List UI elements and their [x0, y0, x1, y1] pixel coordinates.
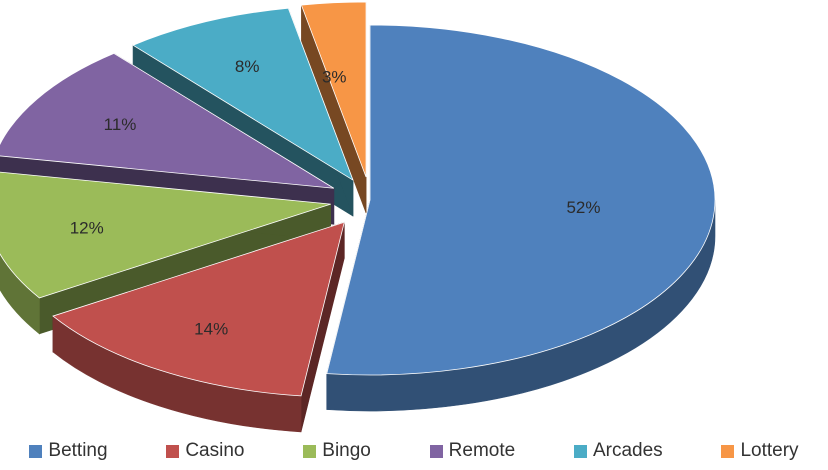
legend-swatch-arcades: [573, 444, 587, 458]
legend-label-bingo: Bingo: [322, 440, 371, 461]
slice-lottery: [300, 1, 367, 178]
legend-label-casino: Casino: [185, 440, 245, 461]
slice-arcades: [132, 7, 354, 182]
chart-legend: Betting Casino Bingo Remote Arcades Lottery: [0, 437, 828, 465]
slice-bingo: [0, 171, 331, 299]
slice-casino: [52, 221, 345, 397]
slice-labels: 52% 14% 12% 11% 8% 3%: [70, 57, 601, 339]
legend-swatch-casino: [166, 444, 180, 458]
slice-betting: [326, 24, 716, 376]
slice-label-casino: 14%: [194, 320, 228, 339]
legend-item-bingo: Bingo: [303, 440, 371, 462]
pie-tops: [0, 1, 716, 397]
legend-label-arcades: Arcades: [592, 440, 663, 461]
legend-swatch-lottery: [721, 444, 735, 458]
slice-label-betting: 52%: [566, 198, 600, 217]
legend-label-remote: Remote: [448, 440, 516, 461]
slice-label-bingo: 12%: [70, 219, 104, 238]
legend-item-arcades: Arcades: [573, 440, 663, 462]
legend-item-betting: Betting: [29, 440, 108, 462]
legend-label-lottery: Lottery: [740, 440, 799, 461]
legend-item-lottery: Lottery: [721, 440, 799, 462]
slice-remote: [0, 52, 335, 189]
slice-label-remote: 11%: [104, 115, 137, 134]
legend-item-casino: Casino: [166, 440, 244, 462]
legend-swatch-betting: [29, 444, 43, 458]
slice-label-lottery: 3%: [322, 67, 347, 86]
legend-swatch-remote: [429, 444, 443, 458]
slice-label-arcades: 8%: [235, 57, 260, 76]
legend-swatch-bingo: [303, 444, 317, 458]
legend-item-remote: Remote: [429, 440, 516, 462]
legend-label-betting: Betting: [48, 440, 108, 461]
